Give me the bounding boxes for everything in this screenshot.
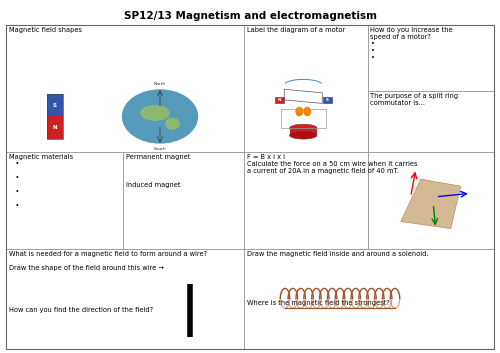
Bar (244, 25, 368, 152)
Bar (368, 25, 494, 91)
Text: N: N (278, 98, 281, 102)
Bar (6, 25, 244, 152)
Ellipse shape (290, 131, 317, 139)
Bar (368, 91, 494, 152)
Bar (275, 97, 284, 103)
Text: What is needed for a magnetic field to form around a wire?

Draw the shape of th: What is needed for a magnetic field to f… (9, 251, 207, 313)
Bar (281, 109, 326, 128)
Text: South: South (154, 147, 166, 151)
Text: Permanent magnet



Induced magnet: Permanent magnet Induced magnet (126, 154, 190, 188)
Text: F = B x I x l
Calculate the force on a 50 cm wire when it carries
a current of 2: F = B x I x l Calculate the force on a 5… (247, 154, 418, 174)
Bar (122, 152, 244, 249)
Text: Draw the magnetic field inside and around a solenoid.






Where is the magneti: Draw the magnetic field inside and aroun… (247, 251, 428, 306)
Text: S: S (53, 102, 57, 108)
Bar (6, 152, 122, 249)
Bar (6, 249, 244, 349)
Bar (323, 97, 332, 103)
Circle shape (122, 90, 198, 143)
Polygon shape (400, 179, 461, 229)
Ellipse shape (165, 117, 180, 130)
Text: Label the diagram of a motor: Label the diagram of a motor (247, 27, 345, 33)
Ellipse shape (304, 107, 311, 116)
Text: The purpose of a split ring
commutator is...: The purpose of a split ring commutator i… (370, 93, 458, 106)
Ellipse shape (290, 124, 317, 132)
Ellipse shape (296, 107, 303, 116)
Bar (290, 127, 317, 135)
Ellipse shape (140, 105, 170, 121)
Text: How do you increase the
speed of a motor?
•
•
•: How do you increase the speed of a motor… (370, 27, 453, 61)
Text: Magnetic materials
   •

   •

   •

   •: Magnetic materials • • • • (9, 154, 73, 209)
Bar (244, 249, 494, 349)
Bar (47, 94, 63, 116)
Text: Magnetic field shapes: Magnetic field shapes (9, 27, 82, 33)
Bar (47, 94, 63, 139)
Bar (368, 152, 494, 249)
Bar (244, 152, 368, 249)
Text: SP12/13 Magnetism and electromagnetism: SP12/13 Magnetism and electromagnetism (124, 11, 376, 20)
Text: North: North (154, 82, 166, 86)
Text: S: S (326, 98, 328, 102)
Bar (47, 116, 63, 139)
Text: N: N (52, 125, 58, 131)
